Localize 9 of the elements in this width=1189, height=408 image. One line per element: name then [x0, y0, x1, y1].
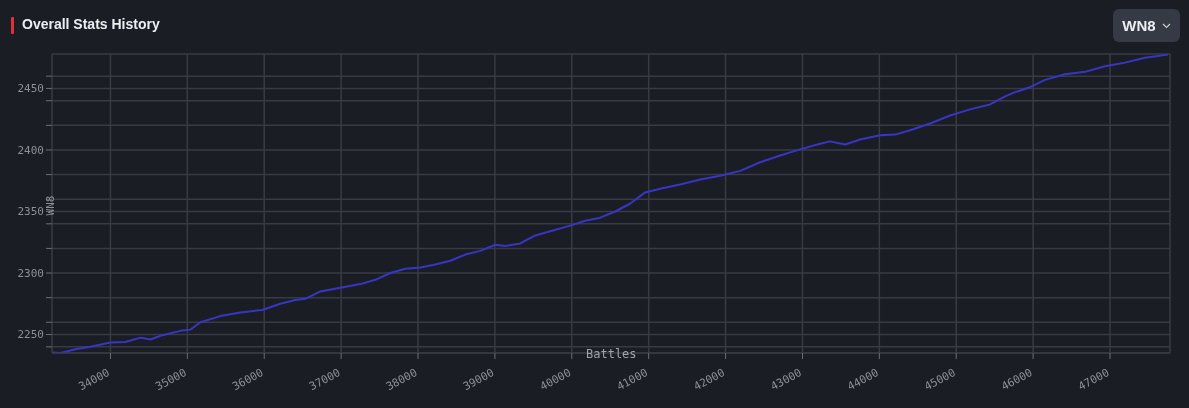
x-axis-title: Battles [586, 347, 637, 361]
text: WN8 [1122, 17, 1156, 34]
y-tick-label: 2300 [17, 266, 44, 280]
chart-title: Overall Stats History [22, 16, 160, 32]
y-tick-label: 2450 [17, 82, 44, 96]
y-tick-label: 2350 [17, 205, 44, 219]
y-tick-label: 2250 [17, 328, 44, 342]
y-axis-title: WN8 [44, 195, 58, 216]
y-tick-label: 2400 [17, 143, 44, 157]
